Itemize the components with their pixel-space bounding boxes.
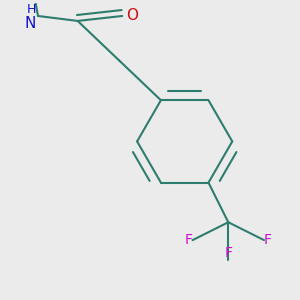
Text: F: F [264,233,272,247]
Text: F: F [184,233,193,247]
Text: N: N [25,16,36,31]
Text: O: O [126,8,138,23]
Text: F: F [224,246,232,260]
Text: H: H [27,3,36,16]
